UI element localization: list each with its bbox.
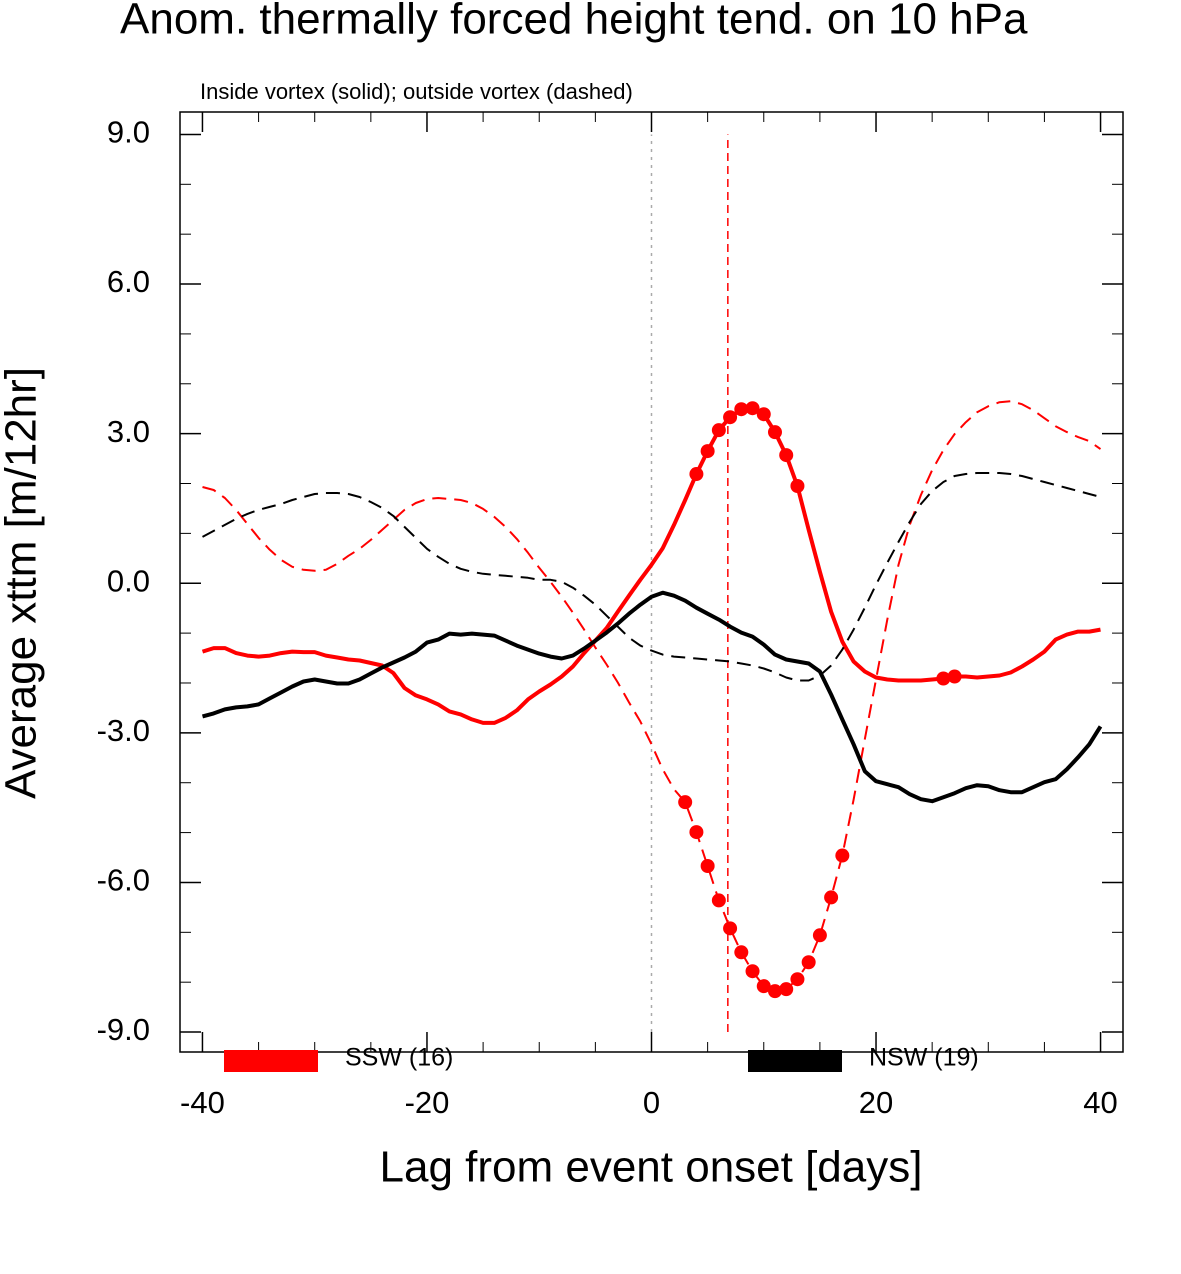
chart-subtitle: Inside vortex (solid); outside vortex (d… <box>200 79 633 104</box>
significance-dot <box>812 928 827 943</box>
x-tick-label: 0 <box>643 1085 660 1120</box>
x-tick-label: -40 <box>180 1085 225 1120</box>
significance-dot <box>756 979 771 994</box>
significance-dot <box>790 972 805 987</box>
significance-dot <box>711 423 726 438</box>
x-tick-label: 20 <box>859 1085 893 1120</box>
x-tick-label: -20 <box>405 1085 450 1120</box>
significance-dot <box>734 945 749 960</box>
significance-dot <box>790 479 805 494</box>
significance-dot <box>936 671 951 686</box>
series-line <box>202 400 1102 993</box>
significance-dot <box>824 890 839 905</box>
significance-dot <box>678 795 693 810</box>
legend-swatch <box>224 1050 318 1072</box>
y-tick-label: -3.0 <box>97 713 150 748</box>
chart-title: Anom. thermally forced height tend. on 1… <box>120 0 1028 44</box>
significance-dot <box>801 955 816 970</box>
legend-swatch <box>748 1050 842 1072</box>
x-tick-label: 40 <box>1083 1085 1117 1120</box>
significance-dot <box>947 669 962 684</box>
significance-dot <box>835 848 850 863</box>
legend-label: NSW (19) <box>869 1044 979 1072</box>
y-tick-label: -6.0 <box>97 863 150 898</box>
significance-dot <box>779 982 794 997</box>
y-tick-label: 0.0 <box>107 563 150 598</box>
significance-dot <box>711 893 726 908</box>
significance-dot <box>767 984 782 999</box>
significance-dot <box>723 921 738 936</box>
significance-dot <box>779 448 794 463</box>
y-tick-label: 9.0 <box>107 115 150 150</box>
significance-dot <box>689 825 704 840</box>
significance-dot <box>756 407 771 422</box>
significance-dot <box>734 402 749 417</box>
significance-dot <box>767 425 782 440</box>
y-tick-label: 3.0 <box>107 414 150 449</box>
significance-dot <box>700 444 715 459</box>
y-axis-label: Average xttm [m/12hr] <box>0 367 46 799</box>
y-tick-label: -9.0 <box>97 1012 150 1047</box>
y-tick-label: 6.0 <box>107 264 150 299</box>
significance-dot <box>745 401 760 416</box>
legend-label: SSW (16) <box>345 1044 453 1072</box>
significance-dot <box>723 410 738 425</box>
significance-dot <box>700 858 715 873</box>
significance-dot <box>745 964 760 979</box>
series-line <box>201 590 1103 804</box>
x-axis-label: Lag from event onset [days] <box>380 1143 923 1192</box>
significance-dot <box>689 467 704 482</box>
series-line <box>202 472 1101 682</box>
